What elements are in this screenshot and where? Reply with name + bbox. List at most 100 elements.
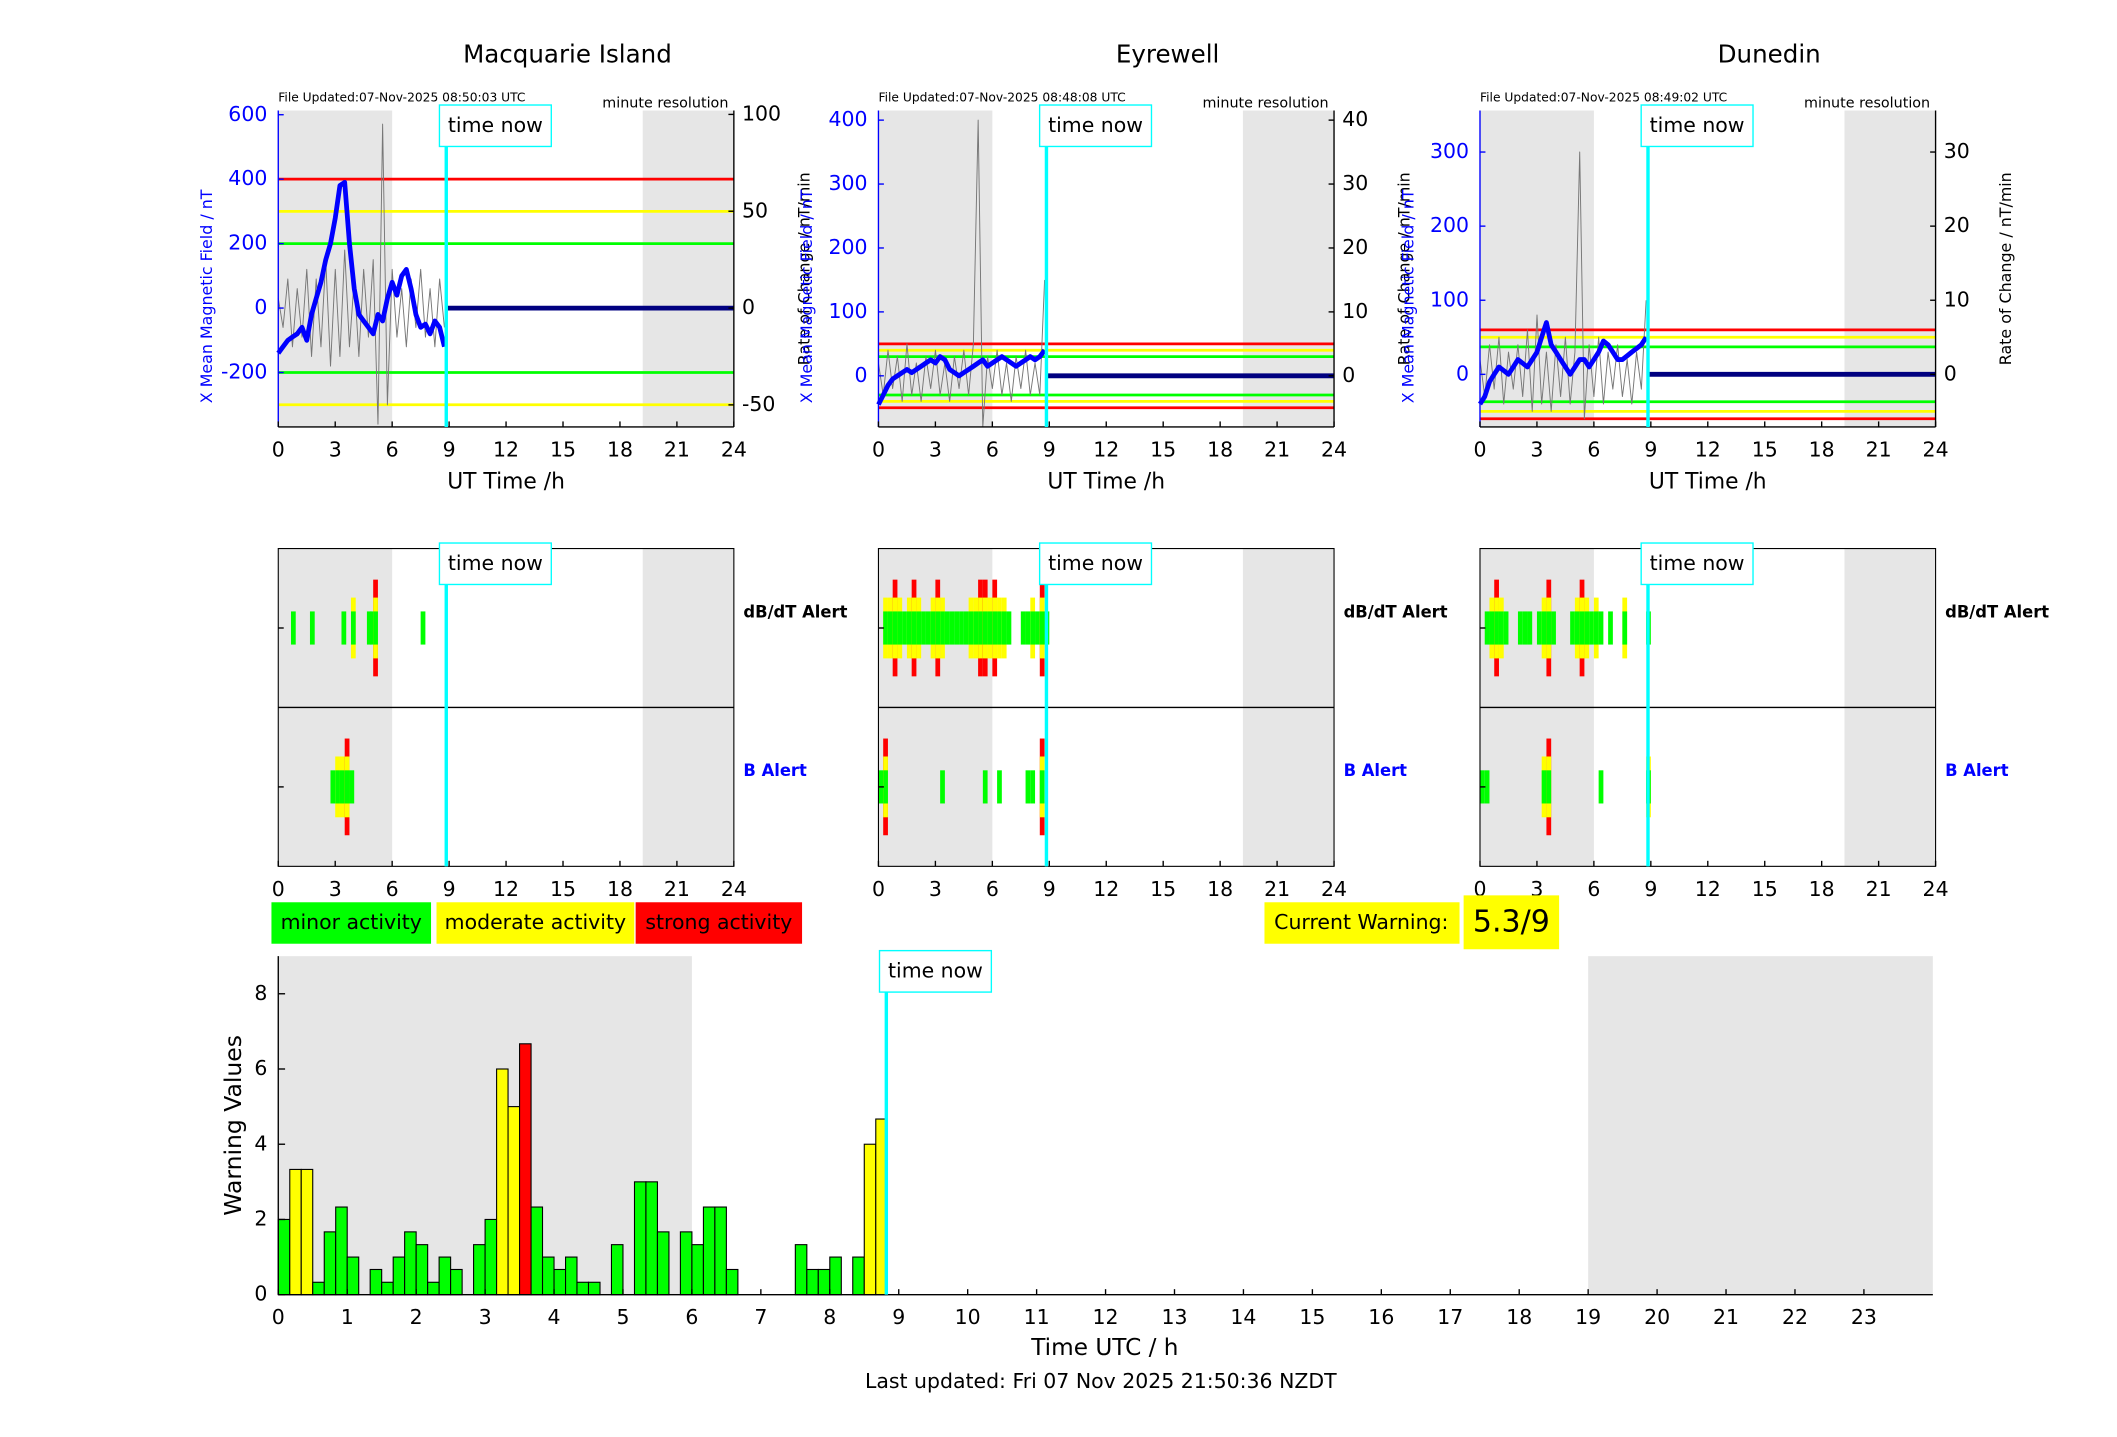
alert-block — [1541, 770, 1547, 804]
x-tick-label: 21 — [1866, 437, 1892, 461]
y-tick-label: -200 — [221, 359, 267, 383]
field-line — [1477, 320, 1649, 406]
x-tick-label: 3 — [329, 437, 342, 461]
x-tick-label: 8 — [823, 1305, 836, 1329]
alert-block — [921, 611, 926, 645]
warning-bar — [381, 1281, 394, 1296]
x-tick-label: 9 — [1644, 437, 1657, 461]
y-tick-label: 100 — [829, 299, 868, 323]
time-now-label: time now — [1650, 113, 1745, 137]
x-tick-label: 0 — [872, 877, 885, 901]
x-tick-label: 12 — [493, 437, 519, 461]
alert-block — [1025, 611, 1031, 645]
warning-bar — [346, 1256, 360, 1296]
x-tick-label: 3 — [329, 877, 342, 901]
warning-value: 5.3/9 — [1473, 904, 1550, 939]
night-shade — [278, 110, 393, 427]
warning-bar — [277, 1218, 291, 1296]
alert-block — [892, 611, 898, 645]
alert-block — [982, 770, 988, 804]
warning-value-box — [1463, 895, 1560, 950]
y-tick-label: 300 — [1430, 139, 1469, 163]
time-now-label: time now — [1650, 551, 1745, 575]
alert-block — [349, 770, 355, 804]
x-tick-label: 3 — [1530, 877, 1543, 901]
y-tick-label: 200 — [829, 235, 868, 259]
alert-block — [963, 611, 969, 645]
alert-block — [992, 611, 998, 645]
warning-bar — [794, 1244, 808, 1296]
x-tick-label: 15 — [1150, 437, 1176, 461]
x-tick-label: 16 — [1368, 1305, 1394, 1329]
alert-block — [930, 611, 936, 645]
x-tick-label: 9 — [1043, 437, 1056, 461]
y-axis-label: X Mean Magnetic Field / nT — [197, 189, 216, 403]
alert-block — [916, 611, 922, 645]
warning-bar — [507, 1106, 521, 1296]
x-tick-label: 15 — [1752, 877, 1778, 901]
x-tick-label: 2 — [410, 1305, 423, 1329]
y-tick-label: 600 — [228, 102, 267, 126]
alert-block — [1546, 770, 1552, 804]
x-tick-label: 6 — [386, 437, 399, 461]
warning-bar — [369, 1268, 383, 1296]
x-tick-label: 24 — [721, 877, 747, 901]
alert-block — [935, 611, 941, 645]
y-tick-label: 200 — [1430, 213, 1469, 237]
alert-block — [911, 611, 917, 645]
x-tick-label: 19 — [1575, 1305, 1601, 1329]
alert-block — [1598, 770, 1604, 804]
warning-bar — [725, 1268, 739, 1296]
x-tick-label: 3 — [929, 437, 942, 461]
x-tick-label: 24 — [1321, 877, 1347, 901]
night-shade — [1479, 110, 1594, 427]
x-tick-label: 21 — [1713, 1305, 1739, 1329]
file-updated: File Updated:07-Nov-2025 08:49:02 UTC — [1480, 91, 1727, 105]
warning-bar — [496, 1068, 509, 1296]
x-tick-label: 24 — [721, 437, 747, 461]
x-tick-label: 9 — [443, 877, 456, 901]
warning-bar — [852, 1256, 865, 1296]
x-tick-label: 0 — [872, 437, 885, 461]
y-axis-label: Warning Values — [219, 1035, 247, 1216]
alert-block — [350, 611, 356, 645]
warning-bar — [610, 1244, 624, 1296]
warning-bar — [289, 1168, 302, 1296]
alert-block — [1593, 611, 1599, 645]
alert-block — [290, 611, 296, 645]
alert-block — [1494, 611, 1499, 645]
x-tick-label: 15 — [550, 877, 576, 901]
x-tick-label: 15 — [1299, 1305, 1325, 1329]
y2-tick-label: 10 — [1342, 299, 1368, 323]
resolution: minute resolution — [1804, 96, 1930, 112]
alert-block — [997, 770, 1002, 804]
warning-bar — [300, 1168, 314, 1296]
warning-bar — [656, 1231, 670, 1296]
time-now-box — [438, 542, 552, 586]
alert-block — [944, 611, 950, 645]
alert-block — [344, 770, 350, 804]
night-shade — [1844, 110, 1936, 427]
x-tick-label: 17 — [1437, 1305, 1463, 1329]
time-now-box — [1640, 542, 1754, 586]
alert-block — [982, 611, 988, 645]
alert-block — [1001, 611, 1007, 645]
y-tick-label: 300 — [829, 171, 868, 195]
warning-bar — [553, 1268, 567, 1296]
x-tick-label: 21 — [1264, 877, 1290, 901]
alert-block — [987, 611, 993, 645]
x-tick-label: 6 — [986, 877, 999, 901]
x-tick-label: 9 — [892, 1305, 905, 1329]
x-tick-label: 12 — [1093, 1305, 1119, 1329]
alert-block — [902, 611, 907, 645]
warning-bar — [564, 1256, 578, 1296]
x-tick-label: 9 — [1644, 877, 1657, 901]
x-tick-label: 3 — [1530, 437, 1543, 461]
y2-axis-label: Rate of Change / nT/min — [1996, 172, 2015, 365]
x-tick-label: 0 — [272, 1305, 285, 1329]
x-tick-label: 18 — [1809, 877, 1835, 901]
y2-tick-label: 30 — [1944, 139, 1970, 163]
night-shade — [642, 110, 734, 427]
alert-block — [1541, 611, 1547, 645]
x-tick-label: 6 — [685, 1305, 698, 1329]
